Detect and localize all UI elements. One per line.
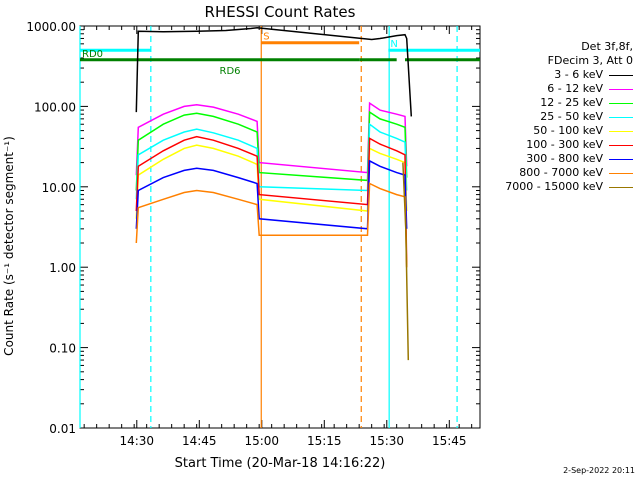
legend-label: 7000 - 15000 keV: [505, 180, 603, 193]
flag-label: RD0: [82, 49, 103, 60]
legend-header: Det 3f,8f,: [581, 40, 633, 53]
y-tick-label: 0.10: [49, 342, 76, 356]
legend-label: 100 - 300 keV: [526, 138, 603, 151]
legend-swatch: [609, 158, 633, 160]
legend-swatch: [609, 116, 633, 118]
series-line: [135, 27, 413, 117]
legend-label: 6 - 12 keV: [547, 82, 603, 95]
legend-label: 300 - 800 keV: [526, 152, 603, 165]
x-tick-label: 14:45: [182, 434, 217, 448]
series-line: [135, 101, 408, 176]
x-axis-label: Start Time (20-Mar-18 14:16:22): [175, 456, 386, 471]
legend-swatch: [609, 88, 633, 90]
legend-entry: 6 - 12 keV: [505, 82, 633, 96]
legend-label: 50 - 100 keV: [533, 124, 603, 137]
series-line: [402, 162, 410, 361]
legend-entry: 50 - 100 keV: [505, 124, 633, 138]
legend-swatch: [609, 172, 633, 174]
y-tick-label: 1.00: [49, 261, 76, 275]
legend-label: 12 - 25 keV: [540, 96, 603, 109]
legend-swatch: [609, 186, 633, 188]
y-tick-label: 1000.00: [26, 20, 76, 34]
chart-title: RHESSI Count Rates: [205, 3, 356, 21]
series-line: [135, 144, 408, 219]
legend-label: 3 - 6 keV: [554, 68, 603, 81]
plot-frame: [79, 25, 481, 429]
legend-swatch: [609, 144, 633, 146]
flag-label: RD6: [220, 66, 241, 77]
legend-entry: 100 - 300 keV: [505, 138, 633, 152]
flag-label: S: [263, 32, 269, 43]
y-tick-label: 10.00: [42, 181, 76, 195]
x-tick-label: 15:45: [432, 434, 467, 448]
legend-entry: 25 - 50 keV: [505, 110, 633, 124]
legend-header: FDecim 3, Att 0: [547, 54, 633, 67]
x-tick-label: 14:30: [119, 434, 154, 448]
plot-area: 0.01 0.10 1.00 10.00 100.00 1000.00 14:30 14:45…: [26, 20, 481, 448]
series-line: [135, 135, 408, 268]
y-tick-label: 100.00: [34, 100, 76, 114]
y-axis-label: Count Rate (s⁻¹ detector segment⁻¹): [2, 136, 16, 356]
legend-label: 800 - 7000 keV: [519, 166, 603, 179]
flag-label: N: [390, 39, 397, 50]
legend-entry: 12 - 25 keV: [505, 96, 633, 110]
x-tick-label: 15:30: [369, 434, 404, 448]
series-line: [135, 122, 408, 200]
legend-entry: 3 - 6 keV: [505, 68, 633, 82]
legend-label: 25 - 50 keV: [540, 110, 603, 123]
legend-swatch: [609, 102, 633, 104]
legend-entry: 7000 - 15000 keV: [505, 180, 633, 194]
legend-entry: 800 - 7000 keV: [505, 166, 633, 180]
legend-swatch: [609, 130, 633, 132]
series-line: [135, 110, 408, 191]
y-tick-label: 0.01: [49, 422, 76, 436]
x-tick-label: 15:00: [244, 434, 279, 448]
legend-entry: 300 - 800 keV: [505, 152, 633, 166]
legend-swatch: [609, 74, 633, 76]
series-line: [135, 159, 408, 230]
generated-timestamp: 2-Sep-2022 20:11: [563, 466, 635, 475]
series-line: [135, 182, 408, 268]
x-tick-label: 15:15: [307, 434, 342, 448]
